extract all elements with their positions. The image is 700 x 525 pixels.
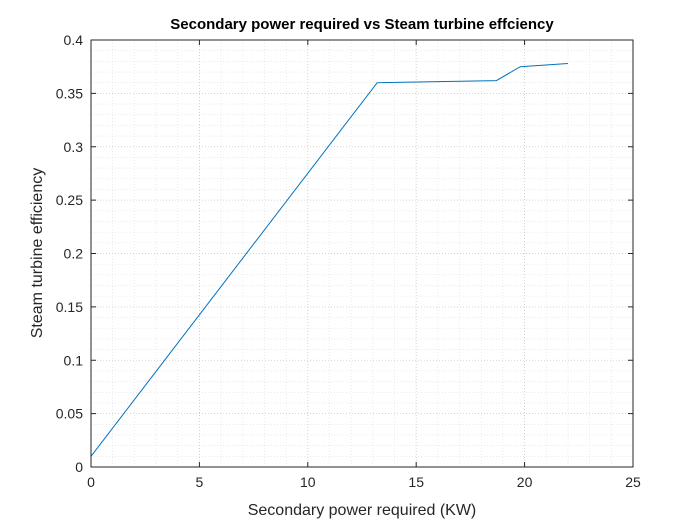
chart-title: Secondary power required vs Steam turbin… <box>170 16 554 33</box>
x-tick-label: 20 <box>517 474 533 490</box>
y-tick-label: 0.4 <box>64 32 84 48</box>
y-tick-label: 0.3 <box>64 139 84 155</box>
x-tick-label: 15 <box>408 474 424 490</box>
x-tick-label: 0 <box>87 474 95 490</box>
y-tick-label: 0.05 <box>56 406 83 422</box>
y-axis-label: Steam turbine efficiency <box>29 168 46 338</box>
x-tick-labels: 0 5 10 15 20 25 <box>87 474 641 490</box>
y-tick-label: 0.15 <box>56 299 83 315</box>
x-axis-label: Secondary power required (KW) <box>248 502 477 519</box>
series-layer <box>90 62 568 457</box>
axis-ticks <box>90 39 634 468</box>
y-tick-label: 0.1 <box>64 352 84 368</box>
x-tick-label: 25 <box>625 474 641 490</box>
y-tick-label: 0 <box>75 459 83 475</box>
y-tick-label: 0.2 <box>64 246 84 262</box>
y-tick-labels: 0 0.05 0.1 0.15 0.2 0.25 0.3 0.35 0.4 <box>56 32 83 475</box>
series-line-1 <box>90 62 568 457</box>
x-tick-label: 5 <box>196 474 204 490</box>
x-tick-label: 10 <box>300 474 316 490</box>
y-tick-label: 0.35 <box>56 85 83 101</box>
y-tick-label: 0.25 <box>56 192 83 208</box>
